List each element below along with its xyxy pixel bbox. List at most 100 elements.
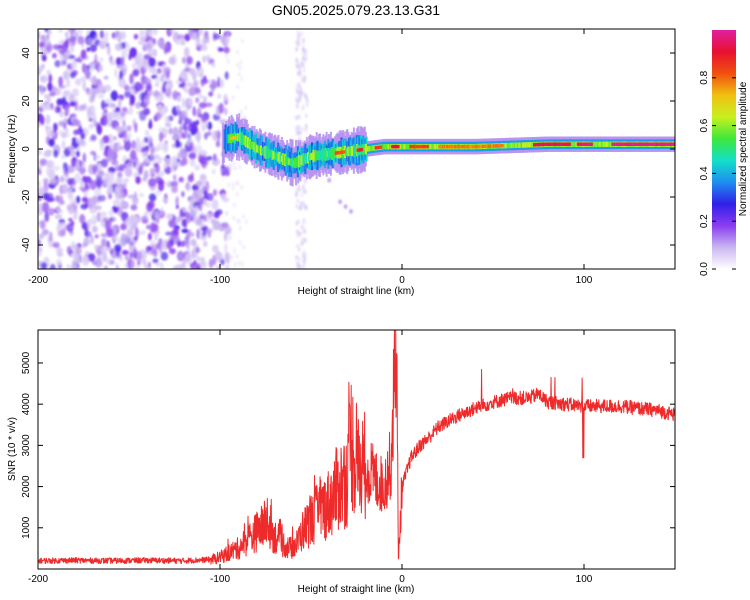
signal-cell	[514, 142, 517, 148]
noise-cell	[172, 174, 177, 181]
signal-cell	[231, 136, 234, 140]
noise-cell	[195, 246, 200, 254]
noise-cell	[81, 222, 88, 230]
noise-cell	[242, 114, 246, 120]
signal-cell	[426, 144, 429, 149]
signal-cell	[411, 144, 414, 149]
noise-cell	[196, 256, 202, 262]
noise-cell	[110, 90, 119, 101]
noise-cell	[120, 233, 128, 244]
noise-cell	[61, 228, 66, 237]
noise-cell	[38, 164, 43, 169]
noise-cell	[301, 46, 305, 52]
noise-cell	[49, 263, 56, 269]
signal-cell	[350, 145, 353, 157]
noise-cell	[238, 65, 242, 71]
noise-cell	[69, 71, 76, 79]
noise-cell	[186, 56, 193, 65]
noise-cell	[233, 165, 237, 171]
signal-cell	[653, 142, 656, 146]
noise-cell	[98, 64, 104, 72]
noise-cell	[199, 29, 204, 36]
signal-cell	[507, 142, 510, 149]
signal-cell	[498, 144, 501, 148]
noise-cell	[211, 168, 216, 175]
noise-cell	[183, 77, 190, 83]
noise-cell	[201, 174, 207, 185]
signal-cell	[634, 142, 637, 146]
noise-cell	[120, 31, 127, 40]
noise-cell	[97, 194, 106, 202]
signal-cell	[629, 142, 632, 146]
signal-cell	[289, 158, 292, 166]
noise-cell	[237, 260, 241, 266]
noise-cell	[197, 188, 204, 197]
signal-cell	[632, 142, 634, 146]
noise-cell	[78, 139, 87, 147]
signal-cell	[388, 144, 391, 150]
signal-cell	[569, 142, 572, 146]
signal-cell	[657, 142, 660, 146]
noise-cell	[92, 75, 97, 87]
noise-cell	[84, 69, 91, 80]
signal-cell	[311, 152, 314, 160]
noise-cell	[123, 182, 127, 189]
noise-cell	[70, 240, 76, 252]
signal-cell	[578, 142, 581, 146]
noise-cell	[128, 106, 133, 116]
noise-cell	[81, 63, 87, 74]
signal-cell	[267, 148, 270, 159]
noise-cell	[40, 262, 48, 269]
noise-cell	[59, 194, 64, 205]
noise-cell	[192, 251, 198, 259]
signal-cell	[245, 137, 248, 147]
noise-cell	[119, 70, 123, 80]
signal-cell	[535, 142, 538, 147]
signal-cell	[341, 150, 344, 154]
signal-cell	[563, 142, 566, 146]
noise-cell	[55, 259, 62, 266]
signal-cell	[453, 144, 456, 149]
noise-cell	[224, 210, 229, 217]
noise-cell	[295, 46, 299, 52]
y-tick-label: -40	[21, 237, 32, 252]
noise-cell	[59, 46, 66, 56]
signal-cell	[440, 144, 443, 149]
noise-cell	[152, 38, 156, 45]
noise-cell	[99, 140, 104, 151]
signal-cell	[483, 144, 486, 148]
noise-cell	[226, 58, 230, 64]
signal-cell	[608, 141, 611, 147]
noise-cell	[299, 86, 303, 92]
noise-cell	[127, 194, 136, 199]
signal-cell	[659, 142, 662, 146]
signal-cell	[385, 144, 388, 150]
signal-cell	[308, 153, 311, 162]
signal-cell	[647, 142, 650, 146]
signal-cell	[398, 144, 401, 150]
noise-cell	[138, 53, 143, 62]
noise-cell	[79, 214, 86, 224]
noise-cell	[212, 244, 219, 253]
noise-cell	[71, 118, 80, 127]
noise-cell	[114, 244, 122, 253]
signal-cell	[588, 142, 591, 146]
noise-cell	[212, 31, 217, 42]
signal-cell	[432, 144, 435, 150]
signal-cell	[597, 141, 600, 147]
noise-cell	[232, 202, 236, 208]
signal-cell	[497, 144, 500, 148]
noise-cell	[147, 30, 153, 36]
noise-cell	[349, 209, 353, 214]
noise-cell	[74, 173, 81, 184]
signal-cell	[538, 142, 541, 147]
noise-cell	[217, 130, 221, 142]
noise-cell	[148, 193, 157, 202]
noise-cell	[118, 78, 127, 88]
noise-cell	[126, 258, 135, 269]
signal-cell	[393, 144, 396, 149]
signal-cell	[358, 148, 361, 152]
noise-cell	[53, 122, 58, 132]
noise-cell	[208, 91, 214, 97]
signal-cell	[649, 142, 652, 146]
